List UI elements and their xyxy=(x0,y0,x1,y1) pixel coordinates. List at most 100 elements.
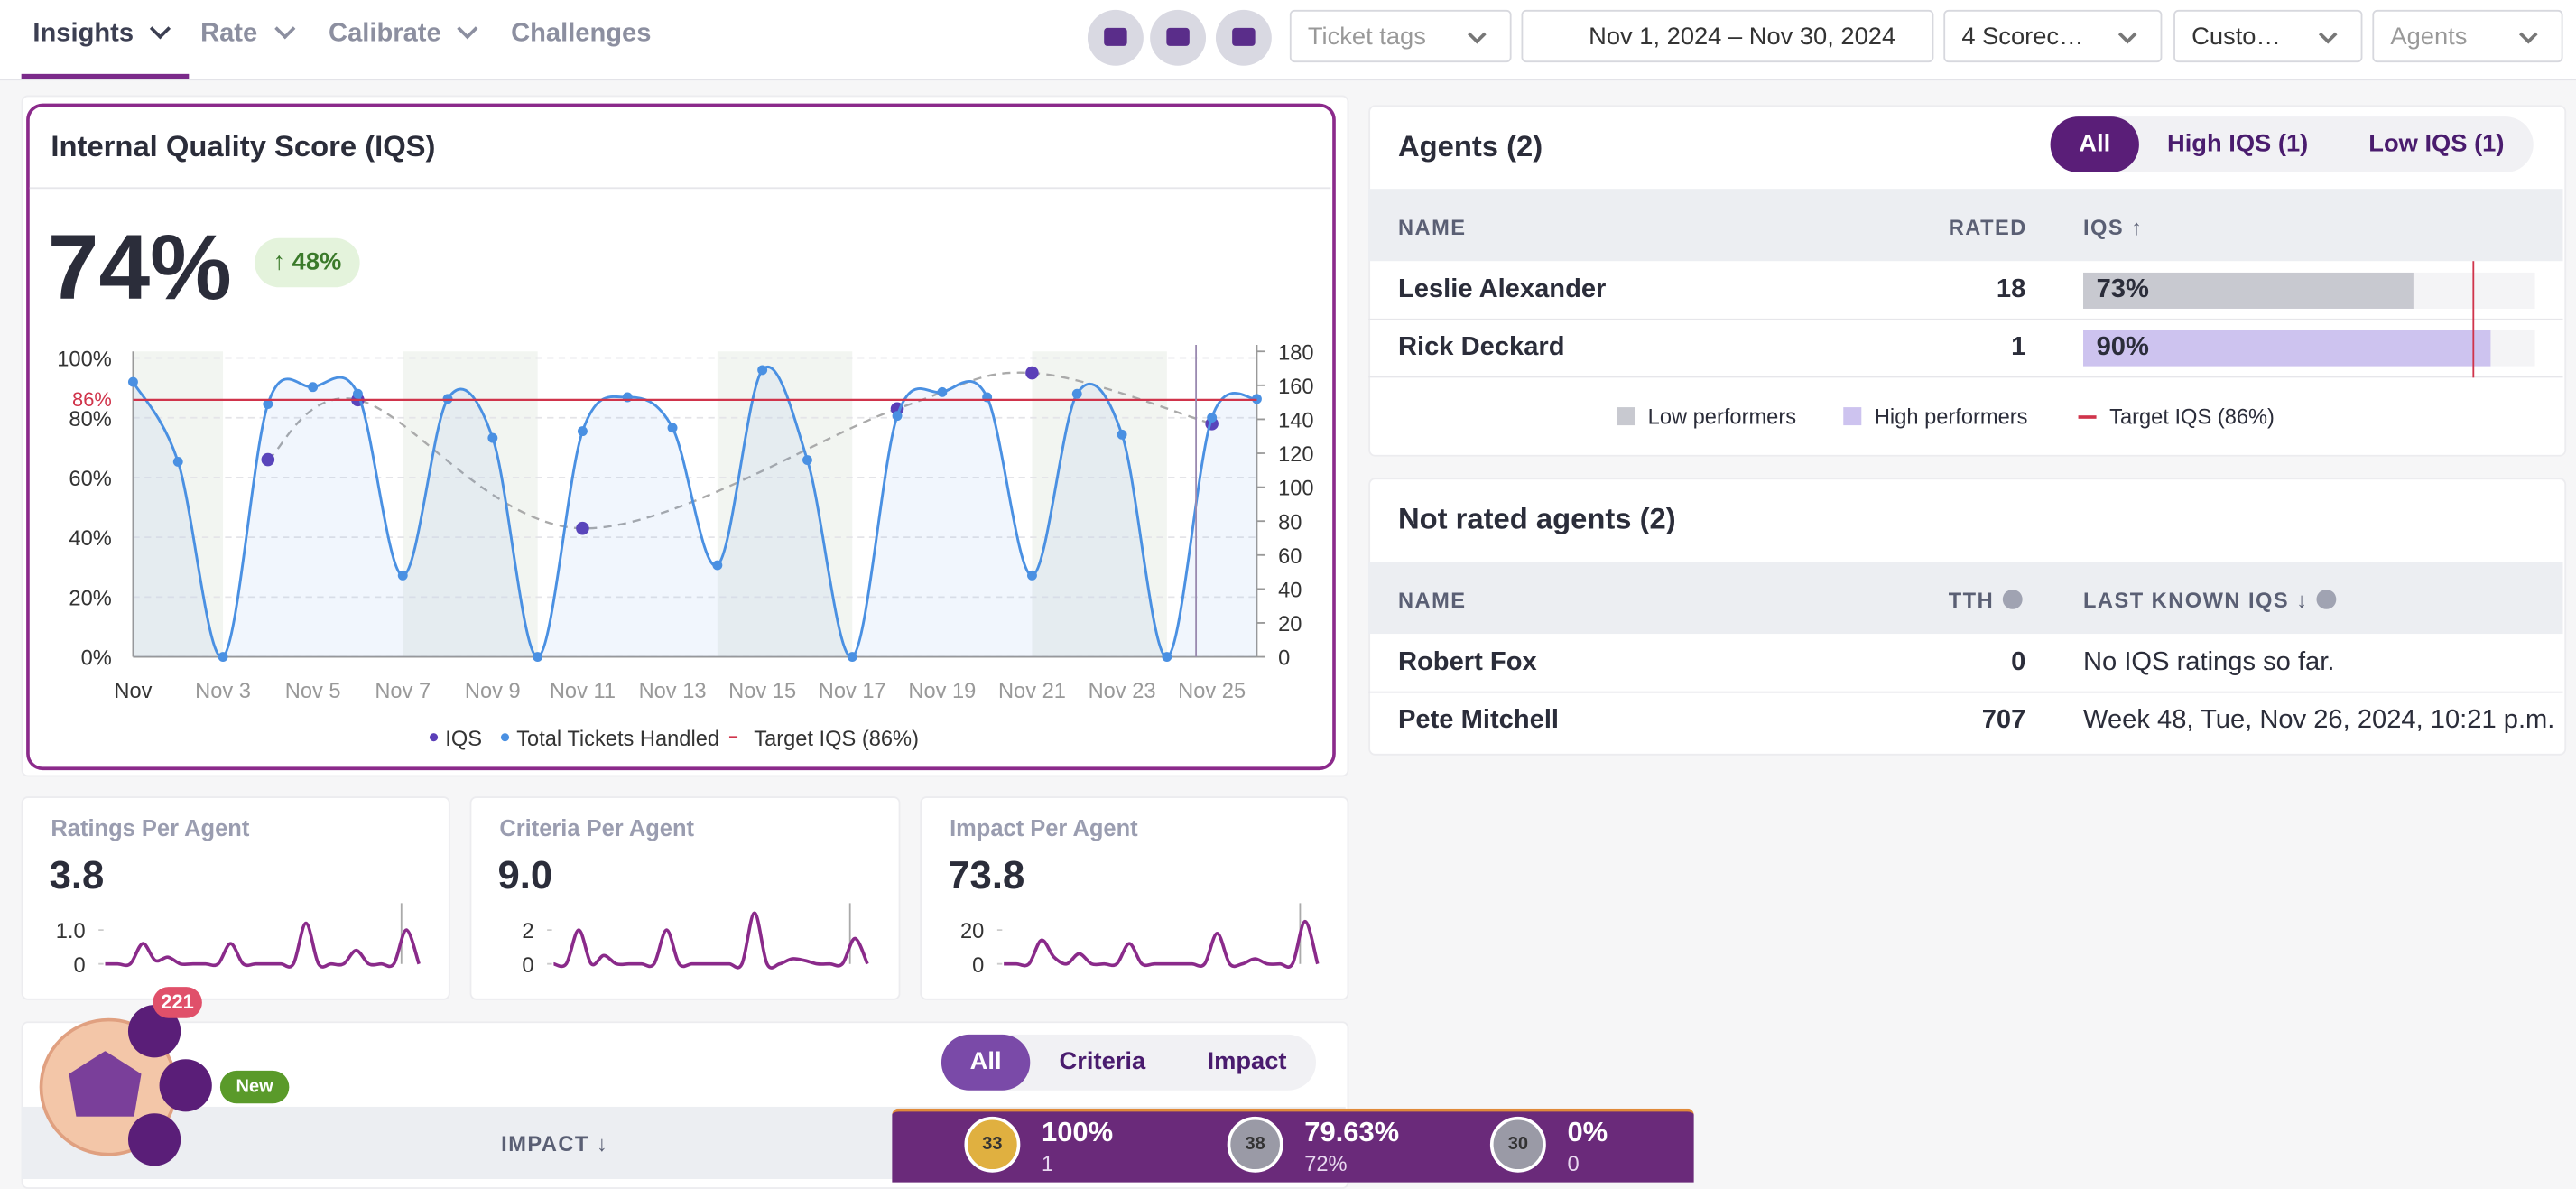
tickets-point xyxy=(352,388,363,399)
toggle-option[interactable]: Low IQS (1) xyxy=(2368,129,2505,158)
column-header[interactable]: IQS ↑ xyxy=(2083,215,2144,240)
row-divider xyxy=(1368,376,2563,378)
tickets-point xyxy=(847,652,857,663)
iqs-bar xyxy=(2083,330,2490,367)
tickets-point xyxy=(487,432,498,443)
last-iqs: Week 48, Tue, Nov 26, 2024, 10:21 p.m. xyxy=(2083,706,2555,735)
toggle-option[interactable]: Criteria xyxy=(1059,1047,1146,1076)
tickets-point xyxy=(1162,652,1172,663)
card-title: Not rated agents (2) xyxy=(1397,502,1676,535)
filter-label: 4 Scorec… xyxy=(1961,23,2084,51)
metric-value: 3.8 xyxy=(50,853,105,897)
tickets-point xyxy=(1071,388,1082,399)
tab-label: Challenges xyxy=(511,19,652,48)
game-value: 0% xyxy=(1567,1116,1608,1148)
y-tick-label: 0% xyxy=(81,647,112,671)
y-tick-label: 2 xyxy=(522,920,533,943)
y-tick-label: 100% xyxy=(57,348,111,372)
tab-label: Insights xyxy=(32,19,134,48)
tab[interactable]: Challenges xyxy=(511,20,651,50)
legend-swatch xyxy=(500,733,510,742)
filter-label: Ticket tags xyxy=(1307,23,1426,51)
filter[interactable]: Nov 1, 2024 – Nov 30, 2024 xyxy=(1521,9,1934,63)
card-title: Agents (2) xyxy=(1397,129,1543,163)
new-badge: New xyxy=(219,1070,290,1104)
tab-label: Calibrate xyxy=(329,19,441,48)
tab[interactable]: Insights xyxy=(32,18,171,50)
change-badge: ↑ 48% xyxy=(255,237,360,288)
email-icon[interactable] xyxy=(1150,9,1207,66)
tth: 707 xyxy=(1981,706,2026,735)
x-tick-label: Nov 13 xyxy=(639,680,707,703)
tickets-point xyxy=(218,652,228,663)
phone-icon[interactable] xyxy=(1215,9,1272,66)
trophy: 38 xyxy=(1227,1116,1283,1173)
tickets-point xyxy=(802,455,812,465)
weekend-band xyxy=(1032,351,1167,657)
y-tick-label: 40% xyxy=(69,527,111,551)
iqs-score: 74% xyxy=(47,215,232,319)
table-header xyxy=(1368,189,2563,262)
tth: 0 xyxy=(2011,648,2026,677)
game-value: 100% xyxy=(1042,1116,1114,1148)
tickets-point xyxy=(712,560,723,571)
tab[interactable]: Rate xyxy=(200,18,295,50)
x-tick-label: Nov 11 xyxy=(550,680,616,703)
game-sub: 0 xyxy=(1567,1151,1580,1176)
filter[interactable]: 4 Scorec… xyxy=(1943,9,2163,63)
table-header xyxy=(1368,562,2563,635)
row-divider xyxy=(1368,691,2563,693)
rated: 18 xyxy=(1996,275,2026,304)
game-value: 79.63% xyxy=(1304,1116,1400,1148)
rated: 1 xyxy=(2011,333,2026,362)
filter[interactable]: Ticket tags xyxy=(1289,9,1512,63)
toggle-option[interactable]: All xyxy=(941,1034,1031,1091)
tickets-point xyxy=(1207,413,1218,423)
tickets-point xyxy=(757,365,768,376)
iqs-point xyxy=(261,452,275,467)
last-iqs: No IQS ratings so far. xyxy=(2083,648,2335,677)
y2-tick-label: 140 xyxy=(1278,410,1313,433)
iqs-label: 90% xyxy=(2096,333,2149,362)
metric-charts: Ratings Per Agent 3.8 0 1.0 Criteria Per Age… xyxy=(50,816,1320,978)
filter[interactable]: Custo… xyxy=(2173,9,2363,63)
y-tick-label: 0 xyxy=(73,954,85,978)
tickets-point xyxy=(308,382,319,393)
metric-value: 9.0 xyxy=(498,853,553,897)
divider xyxy=(29,187,1331,190)
column-header[interactable]: IMPACT ↓ xyxy=(501,1131,609,1156)
widget-help[interactable] xyxy=(127,1113,181,1166)
tickets-point xyxy=(397,570,408,581)
y2-tick-label: 60 xyxy=(1278,545,1302,569)
widget-settings[interactable] xyxy=(159,1059,212,1112)
filter[interactable]: Agents xyxy=(2372,9,2563,63)
x-tick-label: Nov 19 xyxy=(908,680,976,703)
agent-name: Pete Mitchell xyxy=(1397,706,1560,735)
chat-icon[interactable] xyxy=(1087,9,1144,66)
x-tick-label: Nov 15 xyxy=(728,680,796,703)
tickets-point xyxy=(172,456,183,467)
column-header: TTH xyxy=(1948,588,1995,613)
y2-tick-label: 180 xyxy=(1278,341,1313,365)
tab[interactable]: Calibrate xyxy=(329,18,479,50)
game-sub: 72% xyxy=(1304,1151,1348,1176)
y-tick-label: 60% xyxy=(69,468,111,491)
toggle-option[interactable]: High IQS (1) xyxy=(2166,129,2309,158)
agent-name: Leslie Alexander xyxy=(1397,275,1607,304)
tickets-point xyxy=(263,399,273,409)
row-divider xyxy=(1368,318,2563,320)
toggle-option[interactable]: Impact xyxy=(1207,1047,1287,1076)
legend-label: Total Tickets Handled xyxy=(516,728,719,751)
column-header[interactable]: LAST KNOWN IQS ↓ xyxy=(2083,588,2309,613)
toggle-option[interactable]: All xyxy=(2050,116,2139,172)
agent-name: Robert Fox xyxy=(1397,648,1537,677)
x-tick-label: Nov xyxy=(114,680,152,703)
weekend-band xyxy=(717,351,853,657)
column-header: RATED xyxy=(1948,215,2027,240)
trophy: 33 xyxy=(964,1116,1021,1173)
x-tick-label: Nov 17 xyxy=(819,680,886,703)
y2-tick-label: 120 xyxy=(1278,443,1313,467)
tickets-point xyxy=(1117,429,1127,440)
